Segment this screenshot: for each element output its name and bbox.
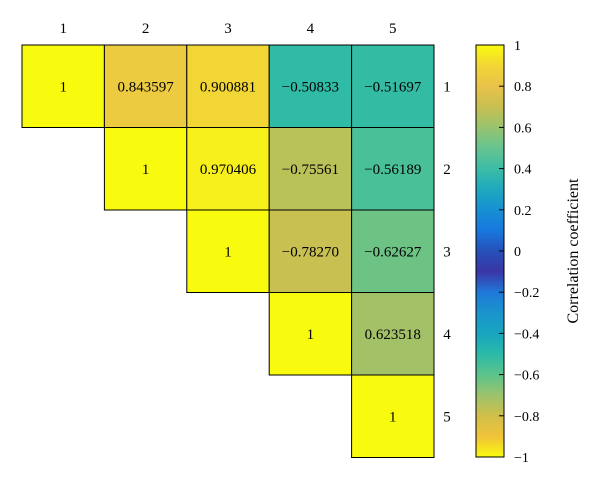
heatmap-cell-rect — [268, 127, 353, 211]
heatmap-cell-rect — [21, 44, 105, 128]
colorbar-tick-label: 0.8 — [514, 80, 532, 95]
colorbar-tick-label: −0.4 — [514, 327, 539, 342]
heatmap-cell-r1-c3: 0.900881 — [186, 44, 270, 128]
heatmap-cell-r3-c3: 1 — [186, 209, 270, 293]
heatmap-cell-label: 0.970406 — [200, 162, 257, 178]
heatmap-cell-label: −0.78270 — [282, 244, 339, 260]
colorbar-tick-label: −0.2 — [514, 286, 539, 301]
heatmap-cell-r2-c5: −0.56189 — [351, 127, 435, 211]
heatmap-cell-r1-c5: −0.51697 — [351, 44, 435, 128]
heatmap-cell-label: −0.51697 — [364, 79, 422, 95]
column-labels: 1 2 3 4 5 — [59, 21, 396, 37]
heatmap-cell-r3-c4: −0.78270 — [268, 209, 353, 293]
colorbar-title: Correlation coefficient — [565, 178, 582, 324]
colorbar-tick-label: −0.6 — [514, 369, 539, 384]
heatmap-cell-r2-c2: 1 — [103, 127, 188, 211]
column-label-3: 3 — [224, 21, 232, 37]
heatmap-cell-label: 1 — [142, 162, 150, 178]
row-label-3: 3 — [443, 244, 451, 260]
heatmap-cell-rect — [186, 44, 270, 128]
colorbar-tick-label: 0.4 — [514, 163, 532, 178]
heatmap-cell-rect — [103, 127, 188, 211]
heatmap-cell-rect — [103, 44, 188, 128]
column-label-5: 5 — [389, 21, 397, 37]
heatmap-cell-rect — [268, 44, 353, 128]
heatmap-cell-rect — [351, 44, 435, 128]
colorbar-tick-label: 0.6 — [514, 121, 532, 136]
heatmap-cell-r1-c4: −0.50833 — [268, 44, 353, 128]
heatmap-cell-label: −0.50833 — [282, 79, 339, 95]
heatmap-cell-r2-c4: −0.75561 — [268, 127, 353, 211]
heatmap-cell-rect — [351, 292, 435, 376]
heatmap-cell-label: 1 — [59, 79, 67, 95]
colorbar: 1 0.8 0.6 0.4 0.2 0 −0.2 −0.4 −0.6 −0.8 −1 Correlat… — [475, 39, 582, 466]
heatmap-cell-label: −0.62627 — [364, 244, 422, 260]
heatmap-cell-r5-c5: 1 — [351, 374, 435, 458]
heatmap-cell-label: 0.843597 — [117, 79, 174, 95]
heatmap-cell-r4-c5: 0.623518 — [351, 292, 435, 376]
heatmap-cell-r4-c4: 1 — [268, 292, 353, 376]
heatmap-cell-label: −0.56189 — [364, 162, 421, 178]
column-label-4: 4 — [307, 21, 315, 37]
heatmap-cell-r2-c3: 0.970406 — [186, 127, 270, 211]
colorbar-tick-label: 0 — [514, 245, 521, 260]
heatmap-cell-label: 1 — [224, 244, 232, 260]
heatmap-cell-label: 0.900881 — [200, 79, 256, 95]
colorbar-tick-label: 0.2 — [514, 204, 532, 219]
heatmap-cells: 1 0.843597 0.900881 −0.50833 −0.51697 1 0.9704… — [21, 44, 435, 458]
column-label-1: 1 — [59, 21, 67, 37]
heatmap-cell-rect — [351, 374, 435, 458]
row-label-2: 2 — [443, 162, 451, 178]
row-label-5: 5 — [443, 409, 451, 425]
column-label-2: 2 — [142, 21, 150, 37]
heatmap-cell-label: 0.623518 — [365, 327, 421, 343]
colorbar-tick-label: −1 — [514, 451, 529, 466]
row-label-1: 1 — [443, 79, 451, 95]
heatmap-cell-label: −0.75561 — [282, 162, 339, 178]
row-label-4: 4 — [443, 327, 451, 343]
colorbar-gradient — [475, 44, 505, 458]
colorbar-tick-label: 1 — [514, 39, 521, 54]
heatmap-cell-r1-c1: 1 — [21, 44, 105, 128]
heatmap-cell-r1-c2: 0.843597 — [103, 44, 188, 128]
heatmap-cell-rect — [268, 292, 353, 376]
heatmap-cell-label: 1 — [389, 409, 397, 425]
heatmap-cell-r3-c5: −0.62627 — [351, 209, 435, 293]
heatmap-cell-rect — [186, 209, 270, 293]
heatmap-cell-rect — [351, 209, 435, 293]
row-labels: 1 2 3 4 5 — [443, 79, 451, 425]
heatmap-cell-label: 1 — [307, 327, 315, 343]
colorbar-tick-label: −0.8 — [514, 410, 539, 425]
